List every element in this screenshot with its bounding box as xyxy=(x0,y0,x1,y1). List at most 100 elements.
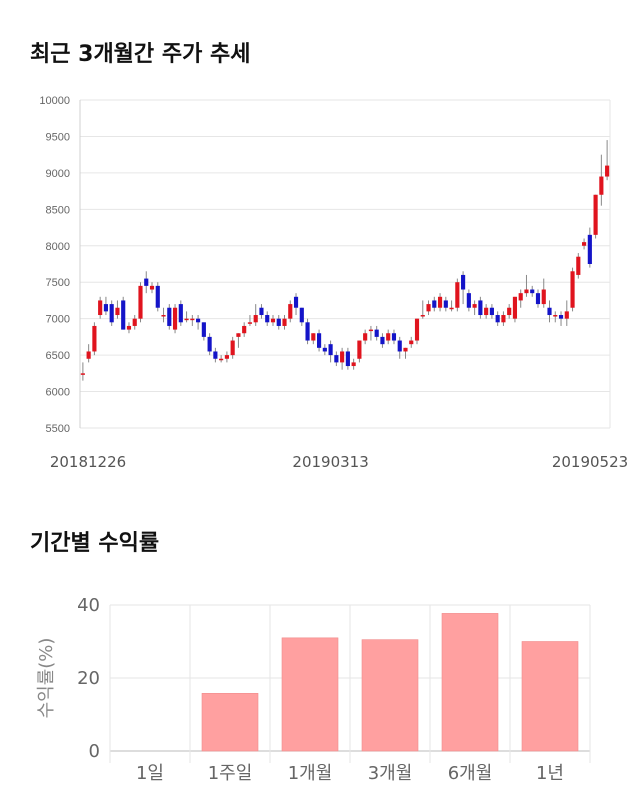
candle xyxy=(507,304,512,319)
candle-body xyxy=(535,293,541,305)
candle xyxy=(524,274,529,297)
y-tick-label: 5500 xyxy=(46,423,70,435)
candle-body xyxy=(518,293,523,301)
candle xyxy=(103,296,108,316)
y-tick-label: 9500 xyxy=(46,131,70,143)
candle-body xyxy=(426,304,431,312)
x-tick-label: 20190523 xyxy=(552,453,628,471)
candle-body xyxy=(155,285,160,308)
candle-body xyxy=(138,285,143,319)
candle-body xyxy=(288,304,293,319)
candle xyxy=(535,289,541,308)
price-trend-title: 최근 3개월간 주가 추세 xyxy=(30,42,251,67)
candle xyxy=(334,351,339,367)
candle-body xyxy=(495,315,500,323)
candle xyxy=(311,333,316,345)
candle-body xyxy=(386,333,391,341)
candle xyxy=(564,300,569,326)
candle xyxy=(172,304,178,334)
candle xyxy=(426,300,431,316)
candle xyxy=(443,296,448,312)
candle-body xyxy=(512,296,518,319)
candle xyxy=(351,358,356,370)
candle xyxy=(605,140,610,181)
candle xyxy=(363,329,368,345)
y-tick-label: 0 xyxy=(89,741,100,762)
candle xyxy=(466,289,471,312)
candle xyxy=(207,333,212,356)
candle xyxy=(213,347,218,363)
y-tick-label: 7000 xyxy=(46,314,70,326)
candle-body xyxy=(449,307,454,310)
candle xyxy=(138,282,143,323)
y-axis-label: 수익률(%) xyxy=(36,638,57,719)
y-tick-label: 8000 xyxy=(46,241,70,253)
candle-body xyxy=(570,271,575,308)
candle-body xyxy=(103,304,108,312)
candle xyxy=(472,300,477,316)
candle xyxy=(184,311,189,323)
candle-body xyxy=(270,318,276,323)
candle-body xyxy=(530,289,535,294)
candle-body xyxy=(293,296,299,308)
candle xyxy=(593,194,598,239)
candle xyxy=(86,344,91,363)
x-tick-label: 20190313 xyxy=(292,453,368,471)
candle-body xyxy=(541,289,546,305)
candle xyxy=(149,282,155,294)
candle xyxy=(380,333,385,348)
candle-body xyxy=(98,300,103,316)
candle xyxy=(397,336,402,359)
candle xyxy=(201,322,206,341)
candle xyxy=(230,336,235,359)
candle-body xyxy=(374,329,379,337)
y-tick-label: 6500 xyxy=(46,350,70,362)
candle-body xyxy=(501,315,506,323)
candle xyxy=(161,307,166,323)
candle xyxy=(461,271,466,305)
candle-body xyxy=(121,300,126,330)
candle-body xyxy=(558,315,564,319)
candle-body xyxy=(207,336,212,352)
candle-body xyxy=(437,296,443,308)
candle-body xyxy=(587,234,592,264)
candle-body xyxy=(507,307,512,316)
candle xyxy=(357,340,362,363)
x-tick-label: 1일 xyxy=(136,763,164,784)
candle-body xyxy=(484,307,489,316)
y-tick-label: 10000 xyxy=(39,95,70,107)
candle-body xyxy=(236,333,241,337)
candle-body xyxy=(247,322,253,324)
candle-body xyxy=(224,355,229,359)
candle-body xyxy=(414,318,420,341)
candle xyxy=(391,329,397,345)
candle-body xyxy=(178,304,183,323)
candle-body xyxy=(167,307,172,326)
candle xyxy=(374,325,379,341)
candle-body xyxy=(92,325,97,352)
x-tick-label: 1개월 xyxy=(288,763,333,784)
candle xyxy=(328,340,333,363)
candle xyxy=(484,304,489,319)
candle-body xyxy=(201,322,206,337)
candle xyxy=(322,344,327,356)
candle xyxy=(276,315,281,330)
x-tick-label: 20181226 xyxy=(50,453,126,471)
candle xyxy=(236,333,241,348)
candle-body xyxy=(149,285,155,290)
return-bar xyxy=(281,637,339,752)
candle-body xyxy=(397,340,402,352)
y-tick-label: 7500 xyxy=(46,277,70,289)
candle-body xyxy=(466,293,471,308)
candle xyxy=(219,355,224,363)
candle xyxy=(501,311,506,326)
y-tick-label: 9000 xyxy=(46,168,70,180)
candle-body xyxy=(86,351,91,359)
candle-body xyxy=(605,165,610,177)
candle xyxy=(547,300,552,323)
y-tick-label: 8500 xyxy=(46,204,70,216)
candle xyxy=(305,318,310,345)
candle-body xyxy=(115,307,120,316)
candle-body xyxy=(219,358,224,361)
